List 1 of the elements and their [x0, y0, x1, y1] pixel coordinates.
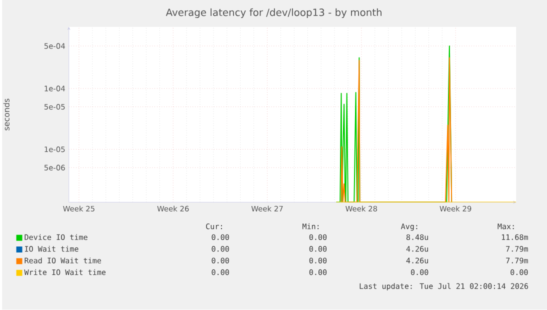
chart-title: Average latency for /dev/loop13 - by month [166, 8, 382, 18]
